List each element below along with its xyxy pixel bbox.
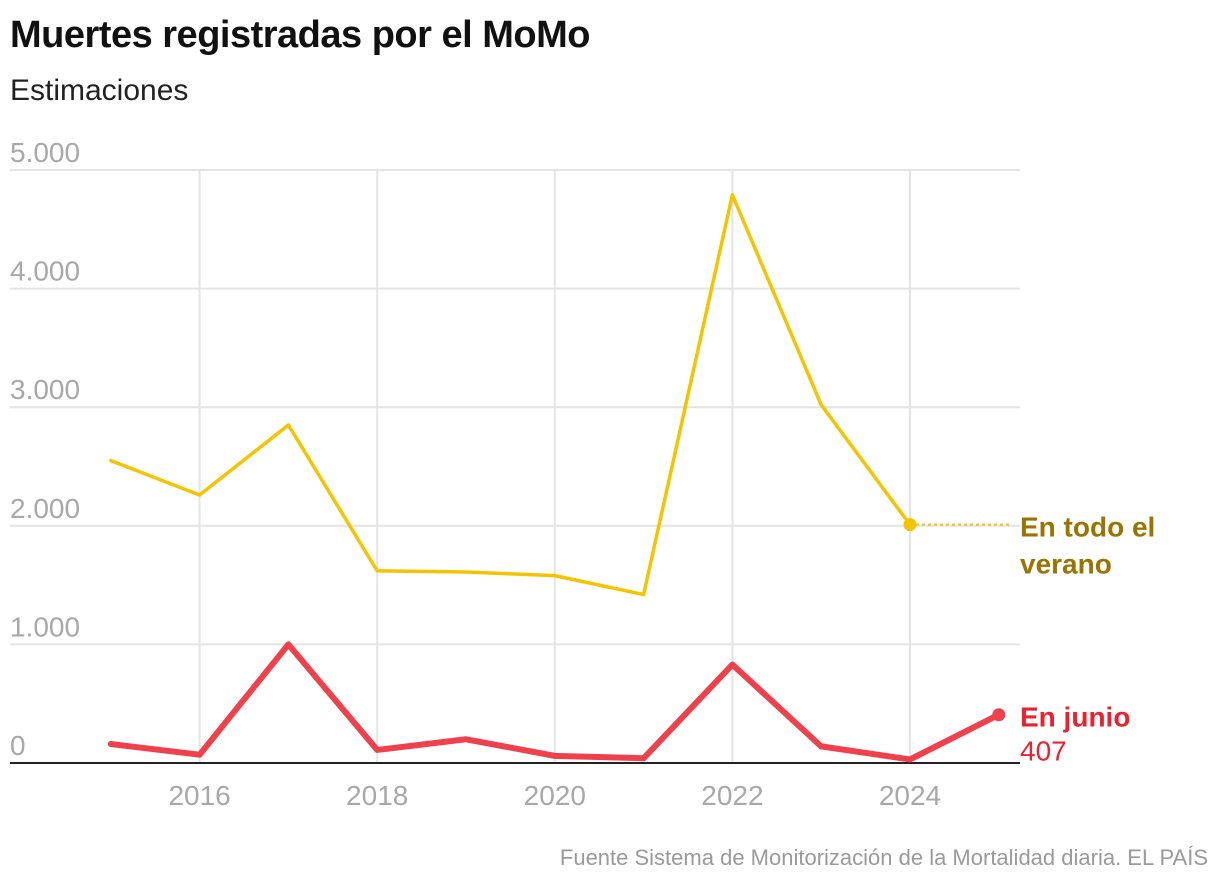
grid-layer	[10, 169, 1020, 764]
chart-subtitle: Estimaciones	[10, 74, 189, 107]
x-tick-label: 2024	[879, 780, 941, 811]
june-value-label: 407	[1020, 736, 1067, 767]
source-note: Fuente Sistema de Monitorización de la M…	[559, 845, 1208, 870]
summer-series-label: verano	[1020, 549, 1112, 580]
series-line-summer	[109, 193, 912, 597]
x-axis-ticks: 2016 2018 2020 2022 2024	[168, 780, 941, 811]
x-tick-label: 2018	[346, 780, 408, 811]
y-axis-ticks: 0 1.000 2.000 3.000 4.000 5.000	[10, 137, 80, 761]
series-line-june	[107, 641, 1002, 763]
x-tick-label: 2020	[524, 780, 586, 811]
chart-title: Muertes registradas por el MoMo	[10, 14, 590, 56]
june-series-label: En junio	[1020, 702, 1130, 733]
y-tick-label: 5.000	[10, 137, 80, 168]
y-tick-label: 4.000	[10, 256, 80, 287]
series-endpoint-june	[992, 708, 1006, 722]
y-tick-label: 3.000	[10, 374, 80, 405]
y-tick-label: 1.000	[10, 611, 80, 642]
series-layer	[107, 193, 1006, 763]
x-tick-label: 2016	[168, 780, 230, 811]
summer-series-label: En todo el	[1020, 512, 1155, 543]
y-tick-label: 0	[10, 730, 26, 761]
x-tick-label: 2022	[701, 780, 763, 811]
y-tick-label: 2.000	[10, 493, 80, 524]
